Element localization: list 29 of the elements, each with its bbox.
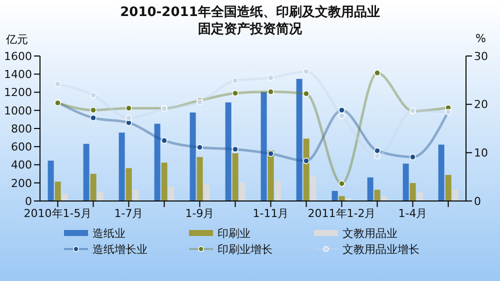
y-tick-label: 1000 bbox=[4, 104, 32, 118]
x-tick-label: 1-11月 bbox=[252, 206, 289, 220]
legend-label: 造纸业 bbox=[92, 226, 126, 240]
y-tick-label: 0 bbox=[25, 194, 32, 208]
y-tick-label: 400 bbox=[11, 158, 32, 172]
chart-title: 2010-2011年全国造纸、印刷及文教用品业 bbox=[119, 4, 381, 21]
y-tick-label: 1600 bbox=[4, 50, 32, 63]
y-tick-label: 1200 bbox=[4, 86, 32, 100]
y2-axis-title: % bbox=[476, 32, 486, 45]
y2-tick-label: 0 bbox=[474, 194, 481, 208]
y2-tick-label: 10 bbox=[474, 146, 488, 160]
legend-label: 造纸增长业 bbox=[92, 242, 148, 256]
y-tick-label: 600 bbox=[11, 140, 32, 154]
x-tick-label: 2011年1-2月 bbox=[308, 206, 376, 220]
x-tick-label: 1-9月 bbox=[185, 206, 214, 220]
x-tick-label: 1-7月 bbox=[114, 206, 144, 220]
y2-tick-label: 20 bbox=[474, 98, 488, 112]
y2-tick-label: 30 bbox=[474, 50, 488, 63]
y-tick-label: 1400 bbox=[4, 68, 32, 82]
x-tick-label: 1-4月 bbox=[398, 206, 428, 220]
legend-label: 文教用品业增长 bbox=[342, 242, 420, 256]
chart-subtitle: 固定资产投资简况 bbox=[198, 22, 302, 37]
legend-label: 印刷业 bbox=[218, 226, 250, 240]
y-tick-label: 800 bbox=[11, 122, 32, 136]
legend-label: 文教用品业 bbox=[342, 226, 398, 240]
y-axis-title: 亿元 bbox=[6, 32, 28, 47]
legend-label: 印刷业增长 bbox=[218, 242, 272, 256]
y-tick-label: 200 bbox=[11, 176, 32, 190]
x-tick-label: 2010年1-5月 bbox=[24, 206, 92, 220]
